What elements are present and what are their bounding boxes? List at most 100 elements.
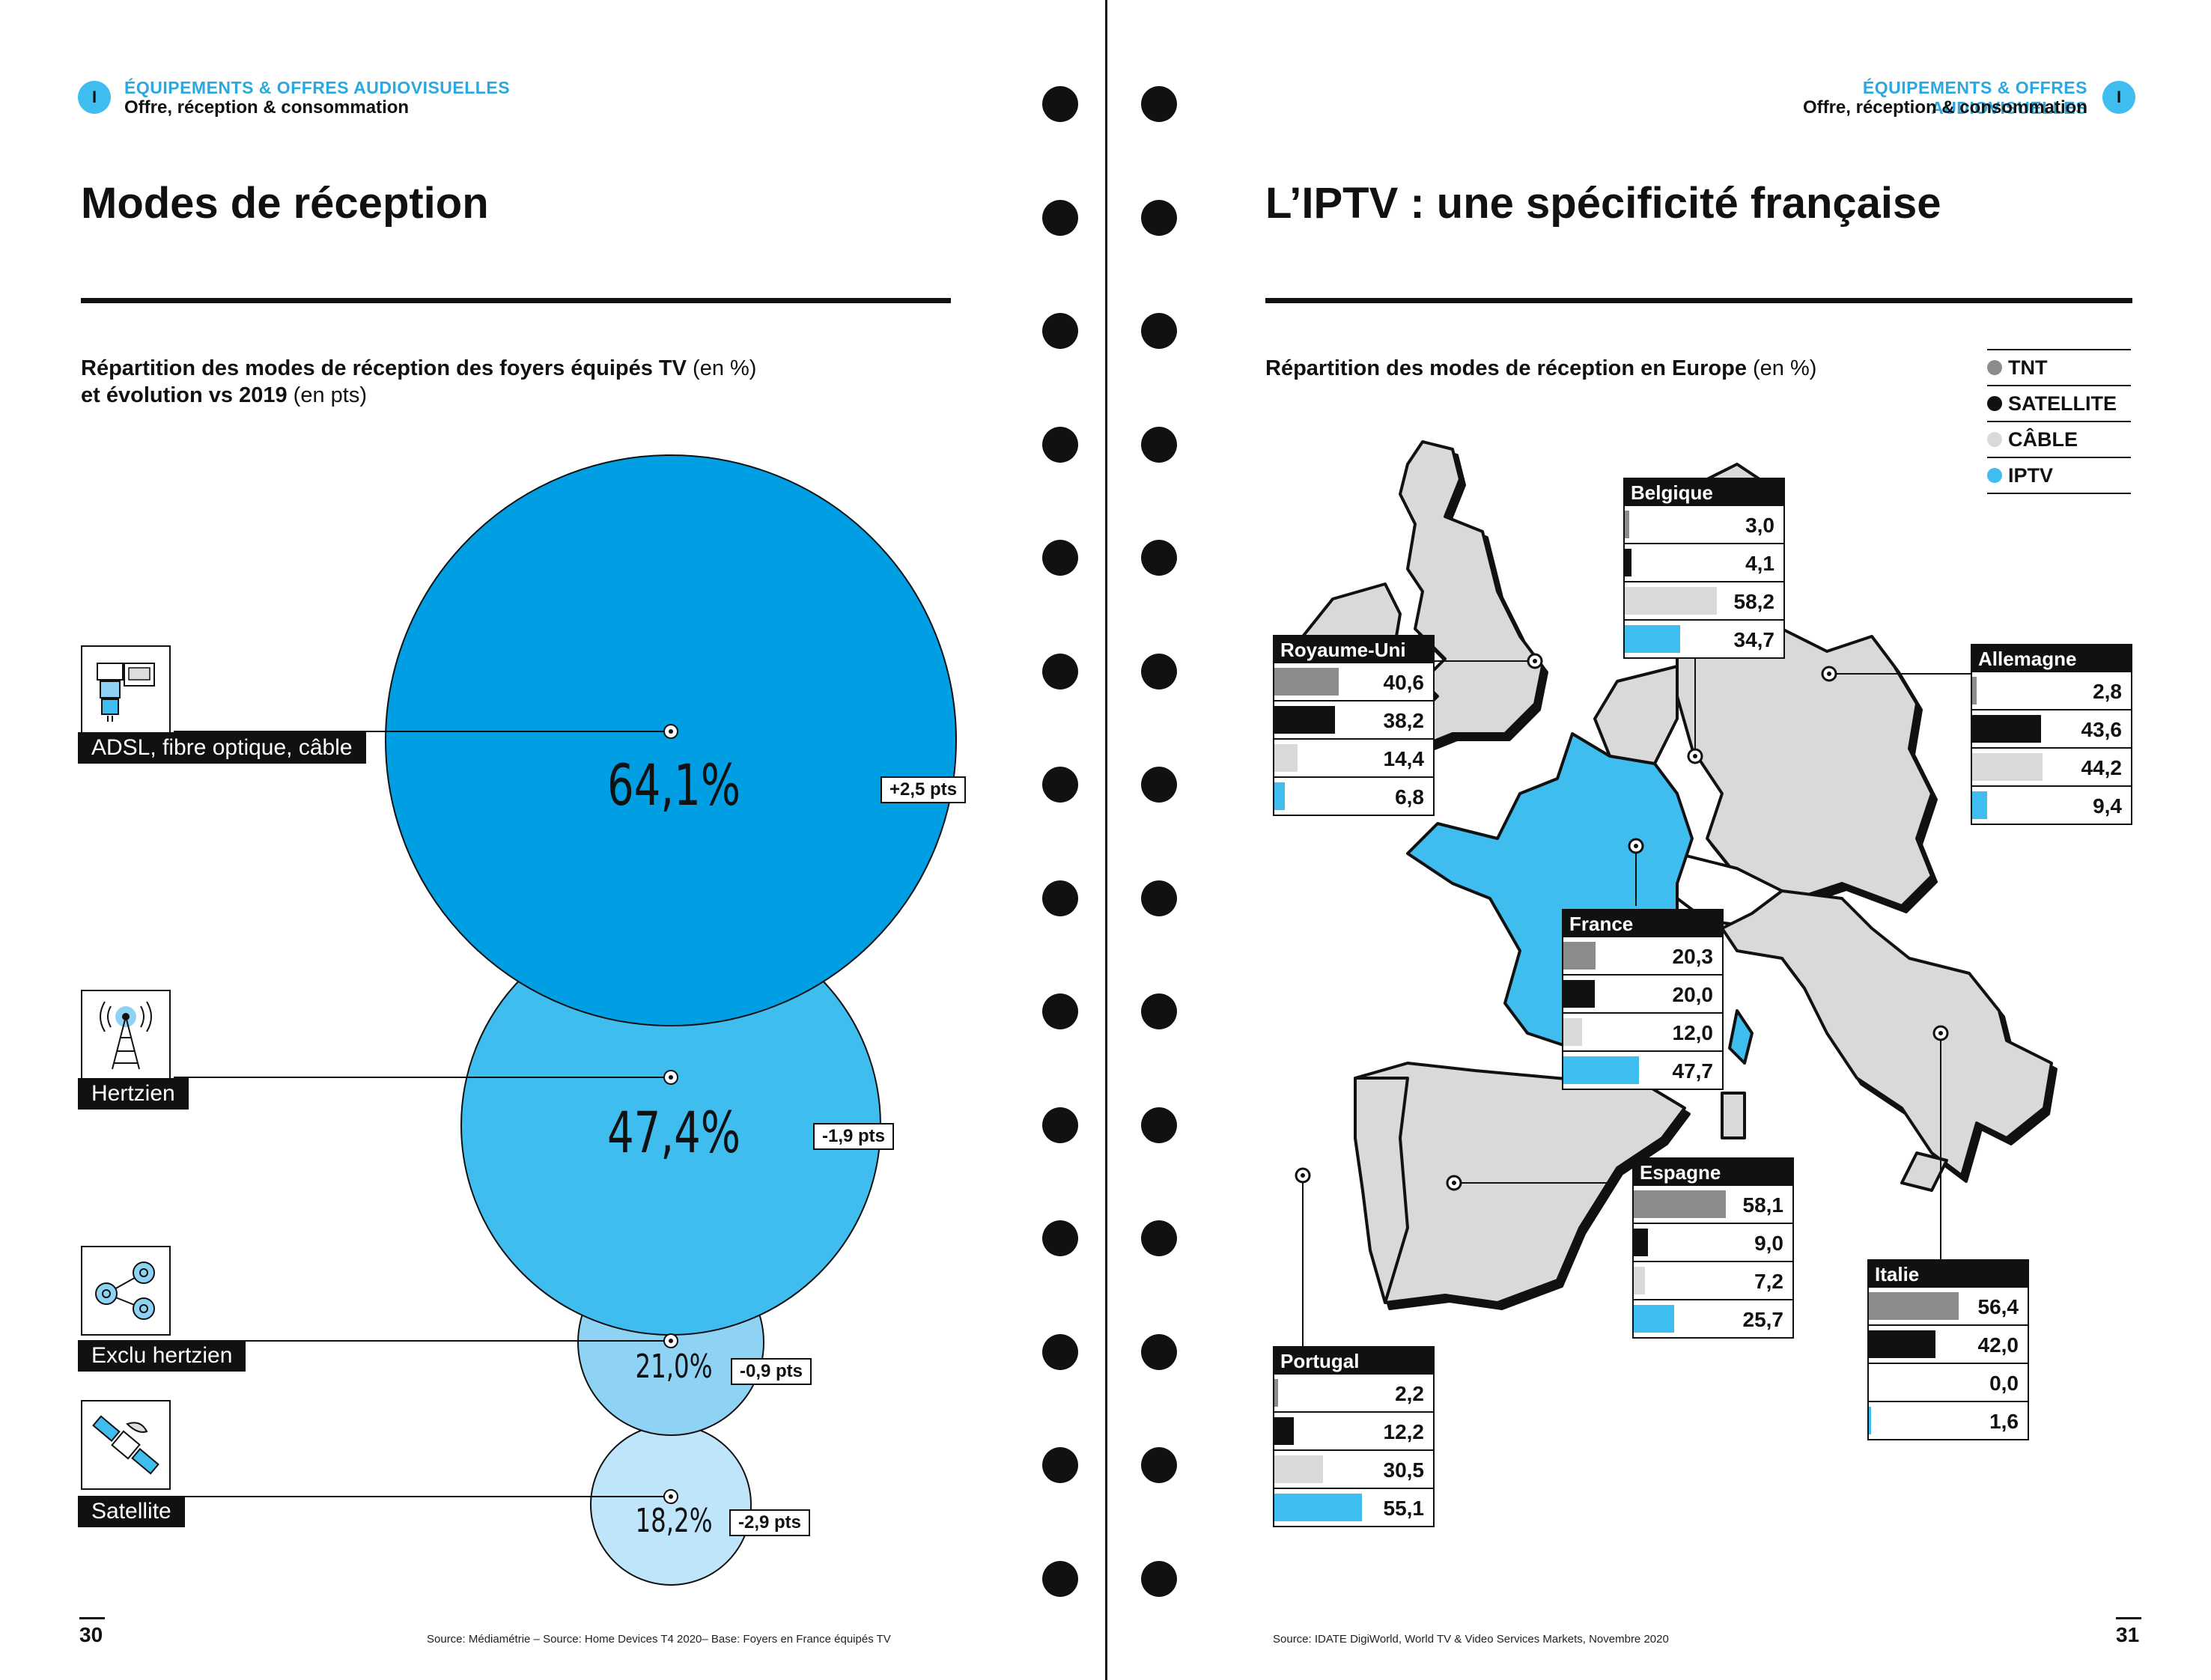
binding-hole	[1141, 1107, 1177, 1143]
country-table-france: France 20,3 20,0 12,0 47,7	[1562, 909, 1724, 1090]
value-satellite: 38,2	[1383, 709, 1425, 732]
legend-item-tnt: TNT	[1987, 350, 2131, 386]
value-cable: 7,2	[1754, 1270, 1783, 1293]
binding-hole	[1042, 86, 1078, 122]
bar-iptv	[1563, 1056, 1640, 1084]
page-gutter-line	[1105, 0, 1107, 1680]
value-iptv: 1,6	[1989, 1410, 2019, 1433]
value-cable: 12,0	[1672, 1021, 1714, 1044]
binding-hole	[1042, 199, 1078, 236]
binding-hole	[1042, 767, 1078, 803]
row-satellite: 20,0	[1563, 974, 1722, 1012]
category-label-satellite: Satellite	[78, 1496, 185, 1527]
bar-satellite	[1869, 1330, 1936, 1358]
legend-dot	[1987, 396, 2002, 411]
binding-hole	[1042, 540, 1078, 576]
bar-iptv	[1972, 791, 1987, 819]
row-cable: 14,4	[1274, 738, 1433, 776]
binding-hole	[1042, 653, 1078, 690]
value-tnt: 40,6	[1383, 671, 1425, 694]
row-iptv: 1,6	[1869, 1401, 2028, 1439]
bar-iptv	[1869, 1407, 1872, 1434]
bar-tnt	[1869, 1292, 1959, 1320]
bar-satellite	[1563, 980, 1596, 1008]
bar-tnt	[1972, 677, 1977, 704]
value-tnt: 2,8	[2093, 680, 2122, 703]
bar-satellite	[1972, 715, 2042, 743]
value-cable: 0,0	[1989, 1372, 2019, 1395]
subsection-heading-left: Offre, réception & consommation	[124, 97, 410, 118]
bar-iptv	[1274, 1494, 1362, 1521]
leader-line-adsl	[174, 731, 671, 732]
binding-hole	[1141, 1333, 1177, 1370]
delta-badge-exclu: -0,9 pts	[731, 1358, 812, 1385]
page-number-left: 30	[79, 1617, 106, 1646]
bar-satellite	[1274, 1417, 1294, 1445]
binding-hole	[1141, 199, 1177, 236]
row-satellite: 38,2	[1274, 700, 1433, 738]
value-cable: 44,2	[2081, 756, 2123, 779]
binding-hole	[1141, 1447, 1177, 1483]
bubble-center-dot	[663, 1489, 678, 1504]
row-tnt: 20,3	[1563, 936, 1722, 974]
bubble-value-adsl: 64,1%	[606, 752, 741, 818]
binding-hole	[1042, 426, 1078, 463]
section-badge-right: I	[2102, 81, 2135, 114]
title-rule-left	[81, 298, 951, 303]
bar-cable	[1625, 587, 1718, 615]
row-iptv: 34,7	[1625, 619, 1783, 657]
value-iptv: 6,8	[1395, 785, 1424, 809]
country-table-royaume-uni: Royaume-Uni 40,6 38,2 14,4 6,8	[1273, 635, 1435, 816]
binding-hole	[1141, 540, 1177, 576]
country-table-italie: Italie 56,4 42,0 0,0 1,6	[1867, 1259, 2029, 1440]
bar-tnt	[1274, 668, 1339, 696]
row-cable: 30,5	[1274, 1449, 1433, 1488]
category-label-hertzien: Hertzien	[78, 1078, 189, 1110]
value-cable: 58,2	[1733, 590, 1775, 613]
section-badge-left: I	[78, 81, 111, 114]
bar-tnt	[1563, 942, 1596, 970]
row-satellite: 12,2	[1274, 1411, 1433, 1449]
value-satellite: 12,2	[1383, 1420, 1425, 1443]
chart-caption-left: Répartition des modes de réception des f…	[81, 356, 757, 407]
value-cable: 30,5	[1383, 1458, 1425, 1482]
value-satellite: 20,0	[1672, 983, 1714, 1006]
bar-cable	[1972, 753, 2043, 781]
value-tnt: 58,1	[1742, 1193, 1784, 1217]
satellite-icon	[81, 1400, 171, 1490]
binding-hole	[1042, 1220, 1078, 1256]
subsection-heading-right: Offre, réception & consommation	[1802, 97, 2087, 118]
value-cable: 14,4	[1383, 747, 1425, 770]
row-cable: 58,2	[1625, 581, 1783, 619]
leader-line-exclu	[174, 1340, 671, 1342]
value-satellite: 9,0	[1754, 1232, 1783, 1255]
binding-hole	[1042, 1107, 1078, 1143]
row-cable: 0,0	[1869, 1363, 2028, 1401]
row-iptv: 9,4	[1972, 785, 2131, 824]
binding-hole	[1042, 1560, 1078, 1597]
row-iptv: 6,8	[1274, 776, 1433, 815]
binding-hole	[1141, 1560, 1177, 1597]
country-name: Portugal	[1274, 1348, 1433, 1373]
bar-cable	[1274, 1455, 1323, 1483]
binding-hole	[1141, 1220, 1177, 1256]
row-tnt: 2,8	[1972, 671, 2131, 709]
value-satellite: 43,6	[2081, 718, 2123, 741]
bar-satellite	[1634, 1229, 1649, 1256]
value-iptv: 9,4	[2093, 794, 2122, 818]
delta-badge-hertzien: -1,9 pts	[813, 1123, 895, 1150]
category-label-adsl: ADSL, fibre optique, câble	[78, 732, 366, 764]
legend-dot	[1987, 360, 2002, 375]
country-name: Italie	[1869, 1261, 2028, 1286]
row-tnt: 3,0	[1625, 505, 1783, 543]
bubble-center-dot	[663, 724, 678, 739]
title-rule-right	[1265, 298, 2132, 303]
row-satellite: 43,6	[1972, 709, 2131, 747]
binding-hole	[1141, 86, 1177, 122]
row-iptv: 47,7	[1563, 1050, 1722, 1089]
section-heading-left: ÉQUIPEMENTS & OFFRES AUDIOVISUELLES	[124, 78, 511, 97]
country-table-allemagne: Allemagne 2,8 43,6 44,2 9,4	[1971, 644, 2132, 825]
value-iptv: 25,7	[1742, 1308, 1784, 1331]
value-tnt: 56,4	[1977, 1295, 2019, 1318]
bar-iptv	[1274, 782, 1286, 810]
